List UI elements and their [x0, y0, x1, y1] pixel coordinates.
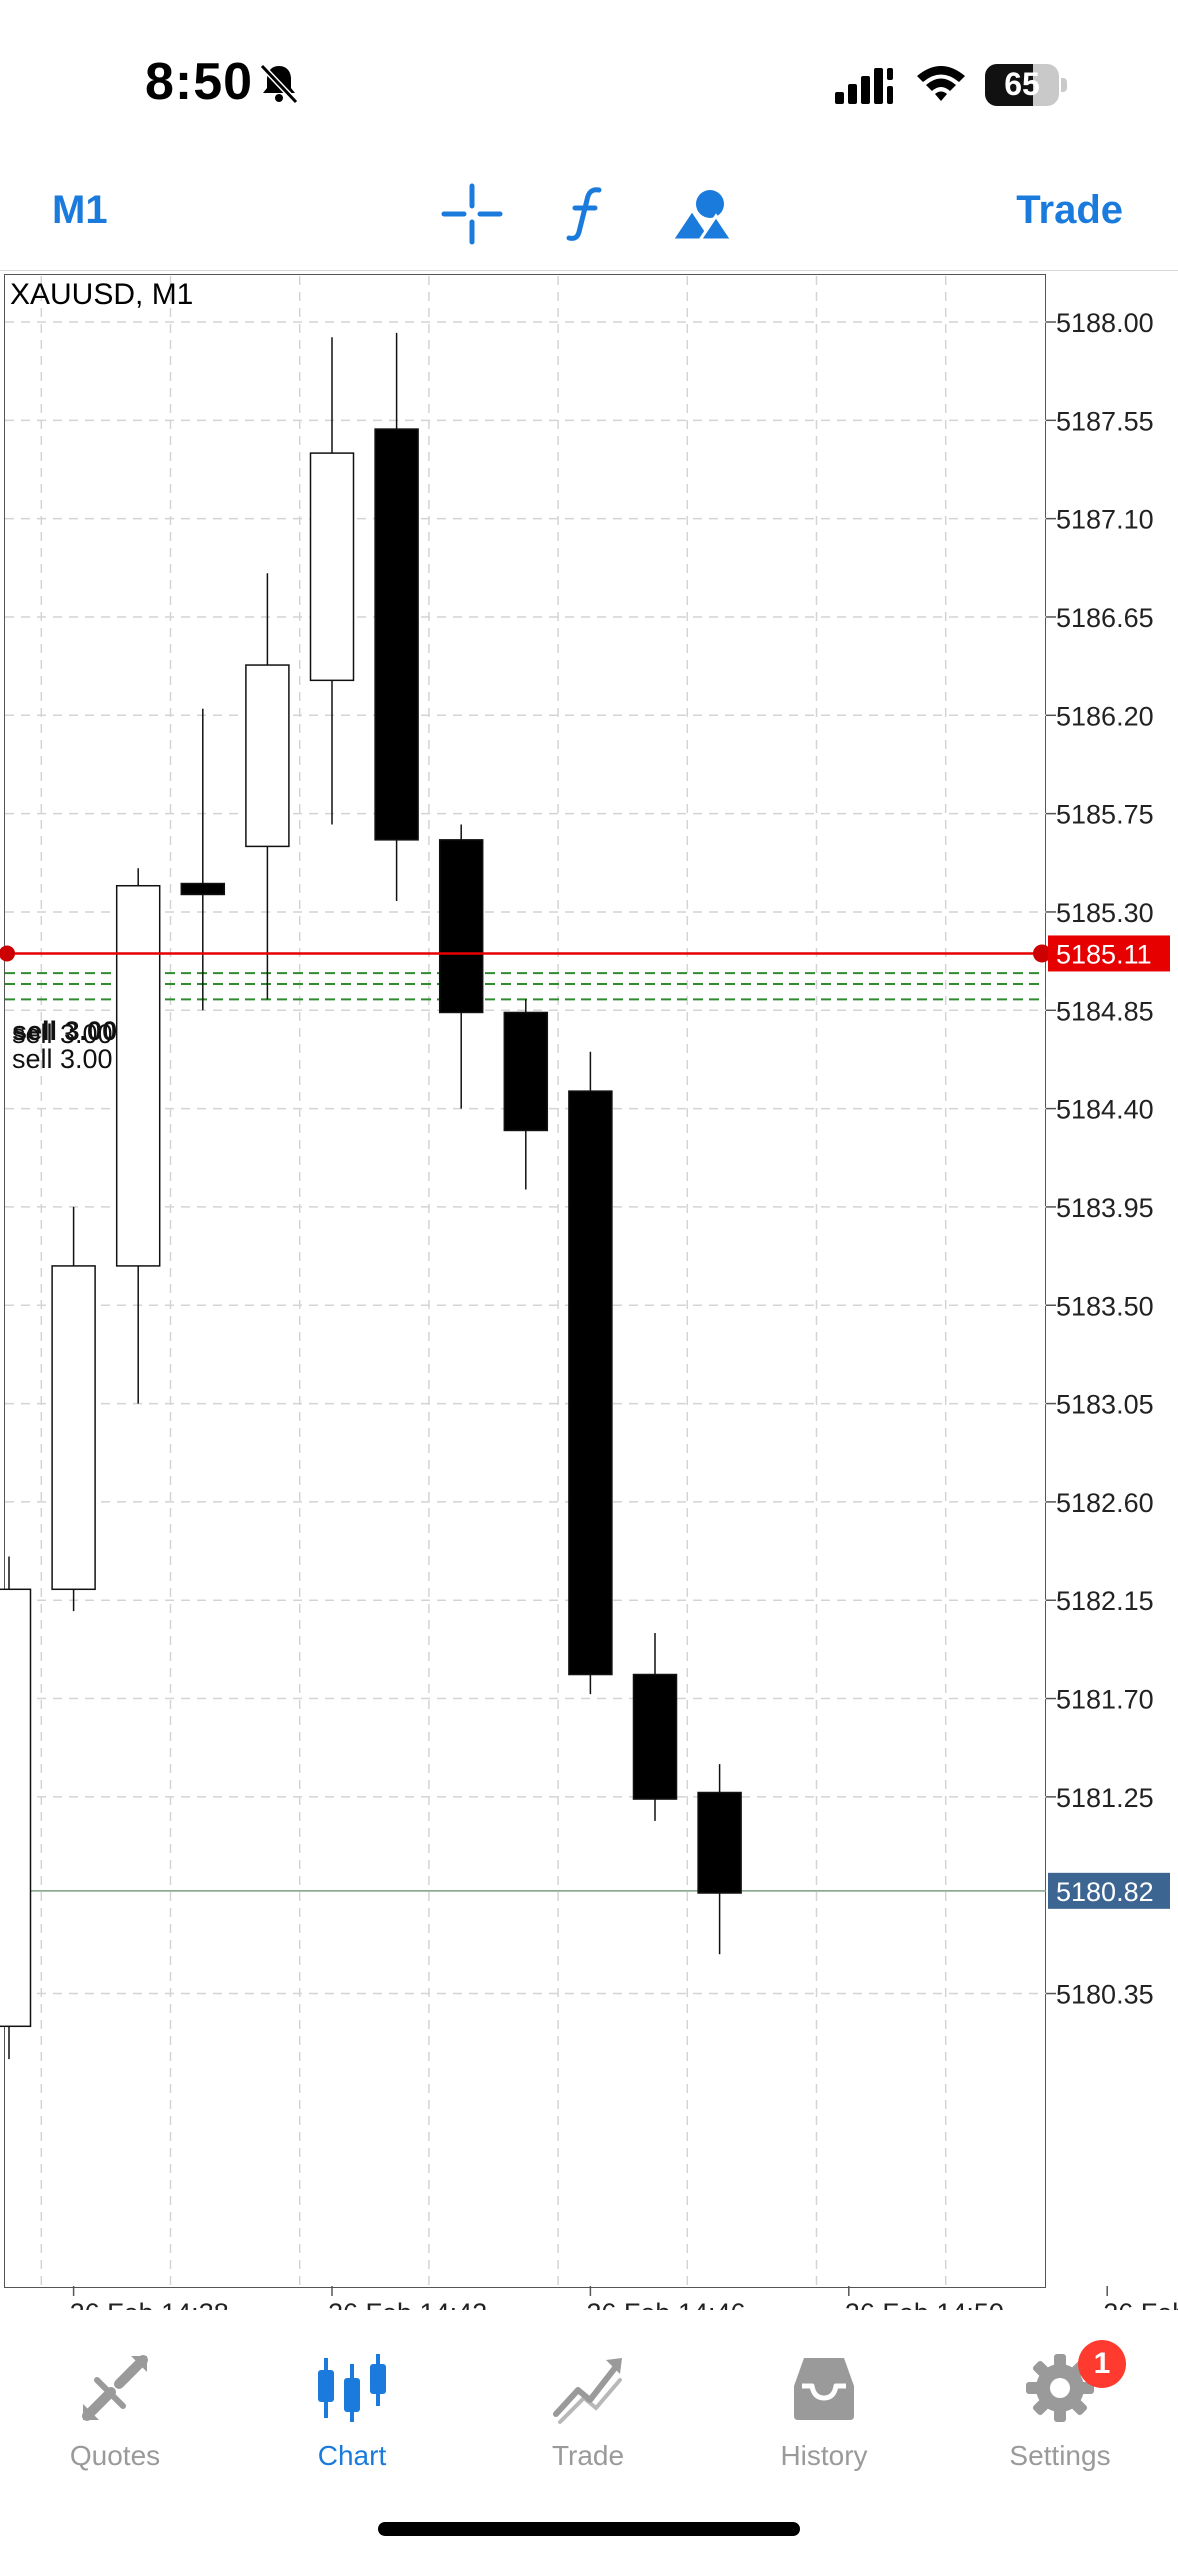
- bullish-candle: [309, 452, 355, 682]
- trade-trend-icon: [553, 2358, 622, 2424]
- tab-label: Quotes: [69, 2440, 161, 2471]
- status-bar: 8:50 65: [0, 0, 1178, 150]
- price-tick-label: 5188.00: [1056, 308, 1154, 338]
- bid-price-tag: [1048, 1872, 1170, 1909]
- price-chart[interactable]: 5188.00 5187.55 5187.10 5186.65 5186.20 5185.…: [0, 0, 1178, 2310]
- bullish-candle: [115, 884, 161, 1267]
- price-tick-label: 5185.75: [1056, 800, 1154, 830]
- notification-badge: 1: [1078, 2340, 1126, 2388]
- tab-settings[interactable]: 1 Settings: [960, 2340, 1160, 2472]
- sell-order-label: sell 3.00: [12, 1016, 117, 1046]
- tab-label: Chart: [317, 2440, 387, 2471]
- time-tick-label: 26 Feb 14:46: [586, 2298, 745, 2310]
- battery-indicator: 65: [985, 64, 1067, 106]
- chart-area[interactable]: [4, 274, 1046, 2288]
- bottom-tab-bar: Quotes Chart Trade History: [0, 2310, 1178, 2560]
- price-tick-label: 5185.30: [1056, 898, 1154, 928]
- bearish-candle: [632, 1673, 678, 1800]
- time-tick-label: 26 Feb 14:50: [845, 2298, 1004, 2310]
- sell-price-tag: [1048, 935, 1170, 972]
- bearish-candle: [438, 839, 484, 1014]
- price-tick-label: 5181.70: [1056, 1685, 1154, 1715]
- chart-candles-icon: [318, 2354, 386, 2422]
- sell-line-handle: [0, 945, 15, 962]
- cellular-signal-icon: [835, 68, 893, 104]
- silent-bell-icon: [259, 63, 299, 105]
- bearish-candle: [568, 1090, 613, 1676]
- price-tick-label: 5182.60: [1056, 1488, 1154, 1518]
- time-tick-label: 26 Feb 14:54: [1103, 2298, 1178, 2310]
- bullish-candle: [0, 1588, 32, 2028]
- bullish-candle: [51, 1265, 96, 1591]
- time-tick-label: 26 Feb 14:38: [70, 2298, 229, 2310]
- sell-line-handle: [1033, 944, 1051, 963]
- price-tick-label: 5183.95: [1056, 1193, 1154, 1223]
- price-tick-label: 5186.65: [1056, 603, 1154, 633]
- bearish-candle: [697, 1791, 742, 1894]
- time-tick-label: 26 Feb 14:42: [328, 2298, 487, 2310]
- battery-percent: 65: [1004, 66, 1040, 102]
- objects-shapes-icon[interactable]: [670, 182, 734, 246]
- timeframe-button[interactable]: M1: [52, 188, 108, 232]
- sell-price-tag-label: 5185.11: [1056, 939, 1152, 969]
- trade-button[interactable]: Trade: [1016, 188, 1123, 232]
- tab-label: History: [780, 2440, 868, 2471]
- price-tick-label: 5186.20: [1056, 701, 1154, 731]
- chart-toolbar: M1 Trade: [0, 160, 1178, 271]
- tab-label: Settings: [1009, 2440, 1111, 2471]
- tab-chart[interactable]: Chart: [252, 2350, 452, 2472]
- price-tick-label: 5183.50: [1056, 1291, 1154, 1321]
- bullish-candle: [245, 664, 290, 848]
- indicators-function-icon[interactable]: [555, 182, 619, 246]
- sell-order-label: sell 3.00: [12, 1044, 113, 1074]
- price-tick-label: 5181.25: [1056, 1783, 1154, 1813]
- history-inbox-icon: [794, 2358, 854, 2420]
- tab-trade[interactable]: Trade: [488, 2350, 688, 2472]
- price-tick-label: 5184.85: [1056, 996, 1154, 1026]
- price-tick-label: 5187.55: [1056, 406, 1154, 436]
- price-tick-label: 5182.15: [1056, 1586, 1154, 1616]
- wifi-icon: [917, 66, 965, 101]
- status-time: 8:50: [145, 53, 254, 111]
- price-tick-label: 5180.35: [1056, 1980, 1154, 2010]
- crosshair-icon[interactable]: [440, 182, 504, 246]
- tab-label: Trade: [551, 2440, 625, 2471]
- chart-symbol-title: XAUUSD, M1: [10, 278, 194, 311]
- bid-price-tag-label: 5180.82: [1056, 1877, 1154, 1907]
- quotes-arrows-icon: [82, 2355, 148, 2421]
- bearish-candle: [180, 882, 226, 896]
- price-tick-label: 5184.40: [1056, 1095, 1154, 1125]
- bearish-candle: [374, 428, 419, 841]
- price-tick-label: 5183.05: [1056, 1390, 1154, 1420]
- price-tick-label: 5187.10: [1056, 505, 1154, 535]
- settings-gear-icon: [1026, 2354, 1094, 2422]
- tab-quotes[interactable]: Quotes: [15, 2350, 215, 2472]
- sell-order-label: sell 3.00: [12, 1019, 113, 1049]
- home-indicator: [378, 2522, 800, 2536]
- tab-history[interactable]: History: [724, 2350, 924, 2472]
- bearish-candle: [503, 1011, 549, 1132]
